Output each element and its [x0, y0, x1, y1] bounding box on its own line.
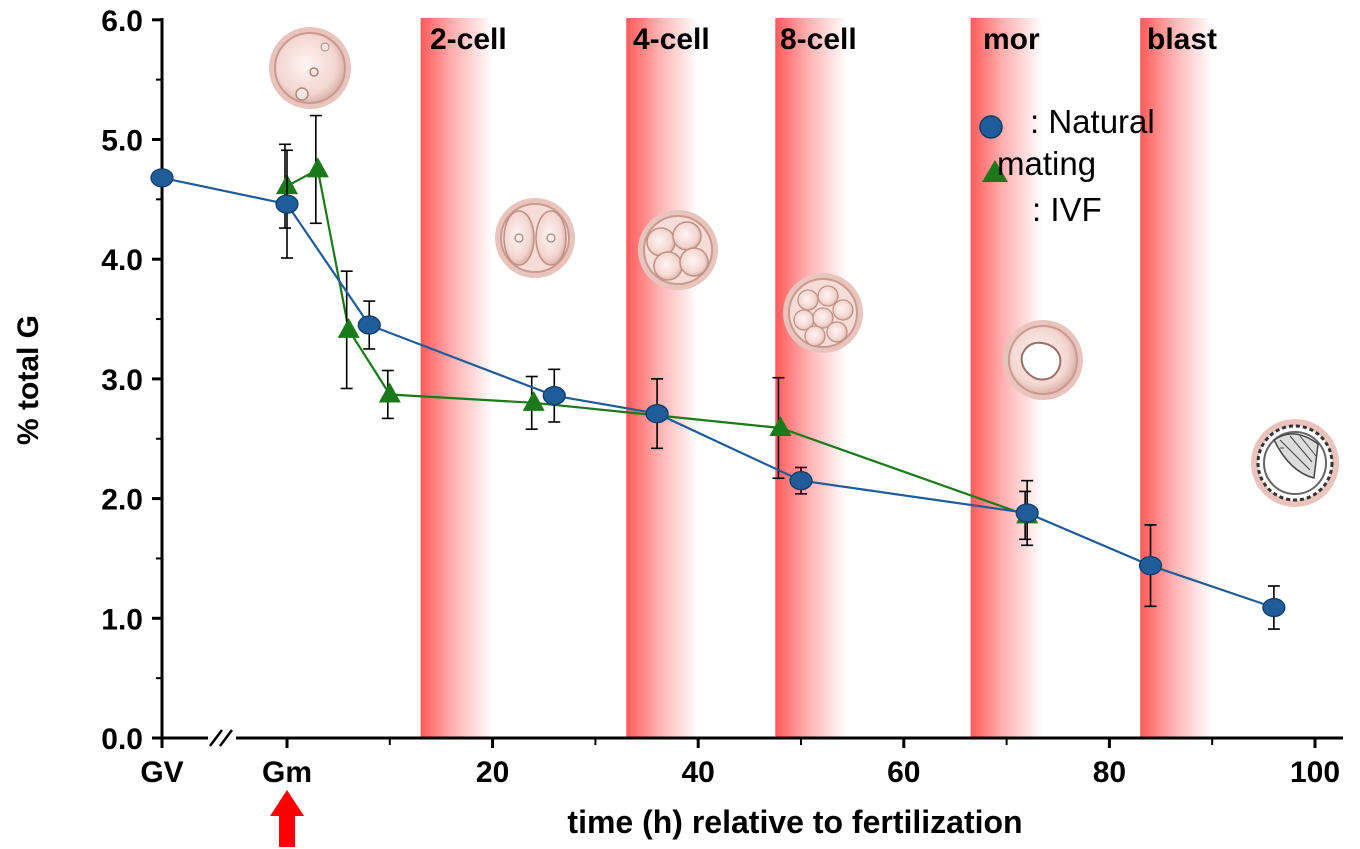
data-point-natural	[542, 386, 566, 406]
x-tick-label: 20	[476, 756, 509, 789]
stage-band-4	[1140, 18, 1213, 738]
legend: : Natural mating : IVF	[979, 103, 1155, 228]
y-tick-label: 2.0	[101, 484, 143, 517]
stage-label-4cell: 4-cell	[633, 23, 710, 56]
data-point-ivf	[337, 317, 360, 338]
stage-band-0	[420, 18, 493, 738]
data-point-natural	[357, 315, 381, 335]
data-point-natural	[1138, 556, 1163, 576]
x-axis	[162, 728, 1343, 748]
embryo-morula-icon	[1003, 320, 1083, 400]
legend-circle-marker	[979, 115, 1003, 139]
stage-label-2cell: 2-cell	[430, 23, 507, 56]
stage-band-1	[626, 18, 699, 738]
gm-arrow-icon	[270, 790, 304, 847]
y-axis-title: % total G	[12, 315, 45, 445]
y-tick-label: 3.0	[101, 364, 143, 397]
series	[150, 114, 1286, 630]
stage-label-blast: blast	[1147, 23, 1217, 56]
data-point-natural	[645, 404, 669, 424]
y-tick-label: 6.0	[101, 5, 143, 38]
x-tick-label: 80	[1093, 756, 1126, 789]
stage-label-mor: mor	[983, 23, 1040, 56]
x-tick-label: 60	[887, 756, 920, 789]
legend-triangle-marker	[982, 160, 1008, 182]
x-axis-title: time (h) relative to fertilization	[567, 804, 1022, 840]
embryo-4cell-icon	[638, 210, 718, 290]
embryo-8cell-icon	[783, 273, 863, 353]
data-point-ivf	[769, 415, 792, 436]
embryo-blastocyst-icon	[1251, 419, 1339, 507]
y-tick-label: 0.0	[101, 723, 143, 756]
data-point-natural	[275, 194, 299, 214]
y-tick-label: 1.0	[101, 603, 143, 636]
legend-mating-label: mating	[997, 145, 1096, 182]
x-tick-label: 40	[682, 756, 715, 789]
y-tick-label: 4.0	[101, 244, 143, 277]
x-tick-label: Gm	[262, 756, 312, 789]
legend-natural-label: : Natural	[1030, 103, 1155, 140]
stage-label-8cell: 8-cell	[780, 23, 857, 56]
embryo-2cell-icon	[495, 198, 575, 278]
axis-break-icon	[208, 728, 236, 748]
legend-ivf-label: : IVF	[1032, 191, 1102, 228]
series-natural-mating	[150, 149, 1286, 630]
data-point-ivf	[522, 390, 545, 411]
data-point-natural	[1015, 503, 1039, 523]
data-point-natural	[789, 471, 813, 491]
series-line	[161, 176, 1275, 609]
data-point-ivf	[378, 382, 401, 403]
data-point-ivf	[306, 157, 329, 178]
embryo-zygote-icon	[269, 27, 351, 109]
data-point-natural	[150, 168, 174, 188]
ticks: 0.0 1.0 2.0 3.0 4.0 5.0 6.0 GV Gm 20 40 60 80 100	[101, 5, 1340, 789]
data-point-natural	[1262, 597, 1286, 618]
x-tick-label: GV	[140, 756, 183, 789]
stage-band-2	[775, 18, 848, 738]
stage-bands	[420, 18, 1213, 738]
x-tick-label: 100	[1290, 756, 1340, 789]
y-tick-label: 5.0	[101, 125, 143, 158]
